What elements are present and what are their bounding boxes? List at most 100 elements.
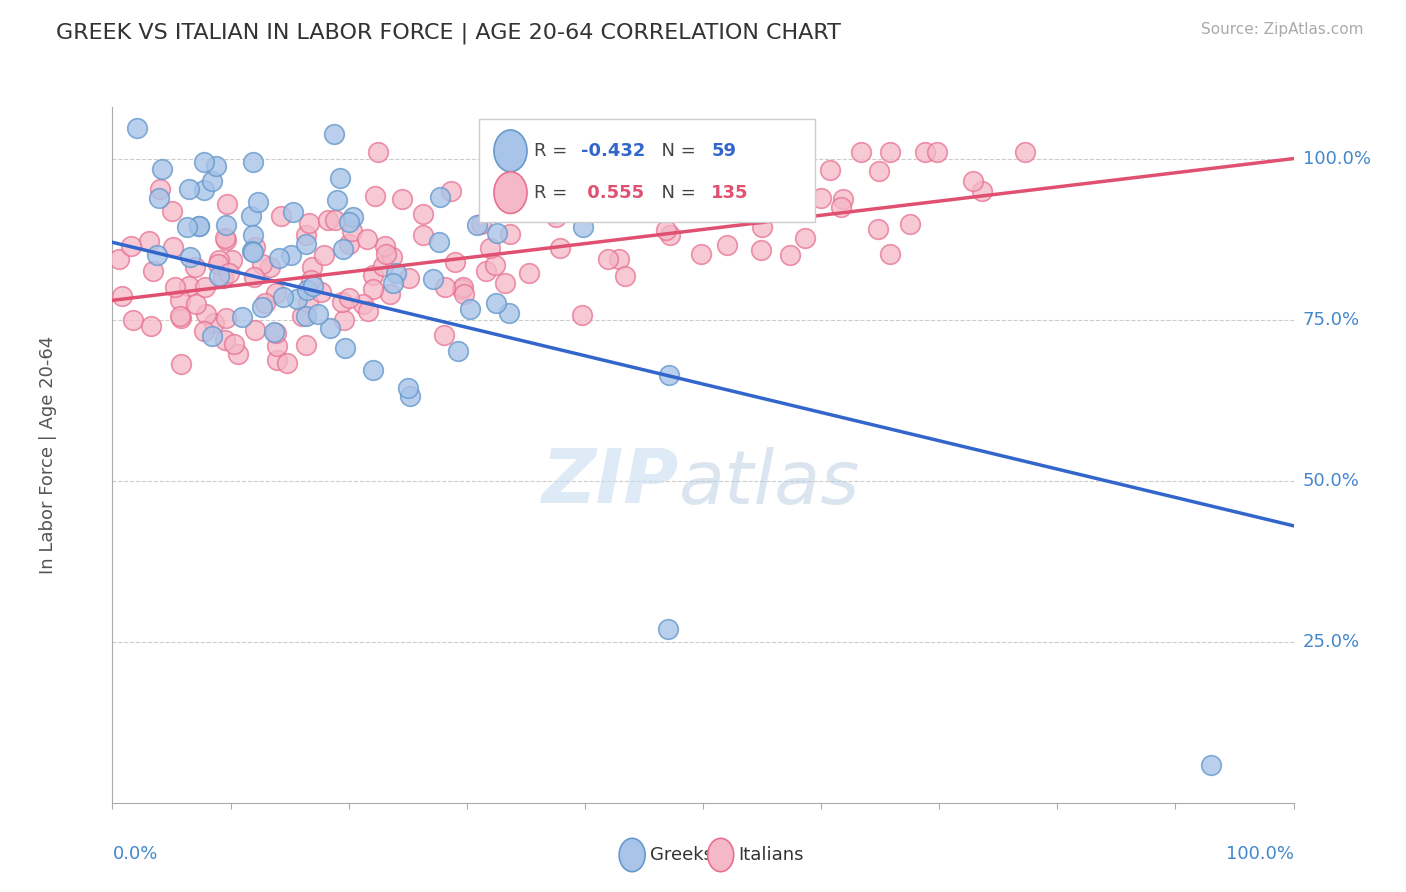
Point bbox=[194, 280, 217, 294]
Point bbox=[342, 210, 364, 224]
Point bbox=[142, 264, 165, 278]
Point bbox=[271, 290, 294, 304]
Point bbox=[433, 280, 456, 294]
Point bbox=[281, 205, 304, 219]
Text: Greeks: Greeks bbox=[650, 846, 713, 864]
Point bbox=[451, 280, 474, 294]
Point bbox=[356, 232, 378, 246]
Point bbox=[259, 260, 281, 274]
Point bbox=[322, 127, 344, 141]
Point bbox=[253, 296, 276, 310]
Point bbox=[215, 219, 238, 233]
Point bbox=[648, 199, 671, 213]
Point bbox=[716, 238, 738, 252]
Point bbox=[291, 309, 314, 323]
Point bbox=[751, 219, 773, 234]
Point bbox=[470, 217, 492, 231]
Point bbox=[252, 300, 274, 314]
Point bbox=[517, 267, 540, 281]
Point bbox=[247, 194, 270, 209]
Point bbox=[650, 194, 672, 209]
Point bbox=[187, 219, 209, 233]
Point bbox=[465, 218, 488, 232]
Point bbox=[193, 183, 215, 197]
Point bbox=[361, 282, 384, 296]
Point bbox=[184, 260, 207, 275]
Point bbox=[214, 231, 236, 245]
Point bbox=[654, 223, 676, 237]
Point bbox=[866, 222, 889, 236]
Point bbox=[267, 252, 290, 266]
Point bbox=[242, 228, 264, 243]
Point bbox=[120, 239, 142, 253]
Point bbox=[162, 240, 184, 254]
Point bbox=[675, 145, 697, 160]
FancyBboxPatch shape bbox=[478, 119, 815, 222]
Point bbox=[794, 231, 817, 245]
Point bbox=[188, 219, 211, 233]
Point bbox=[214, 234, 236, 248]
Text: 100.0%: 100.0% bbox=[1226, 845, 1294, 863]
Point bbox=[613, 268, 636, 283]
Point bbox=[440, 184, 463, 198]
Point bbox=[301, 260, 323, 274]
Point bbox=[264, 286, 287, 301]
Point bbox=[541, 206, 564, 220]
Point bbox=[571, 308, 593, 322]
Point bbox=[396, 381, 419, 395]
Point bbox=[572, 220, 595, 235]
Point bbox=[170, 311, 193, 326]
Point bbox=[297, 284, 319, 298]
Point bbox=[849, 145, 872, 160]
Text: 135: 135 bbox=[711, 184, 749, 202]
Point bbox=[250, 257, 273, 271]
Point bbox=[749, 207, 772, 221]
Point bbox=[295, 237, 318, 252]
Point bbox=[374, 239, 396, 253]
Text: Italians: Italians bbox=[738, 846, 804, 864]
Point bbox=[820, 163, 842, 178]
Point bbox=[170, 357, 193, 371]
Point bbox=[879, 246, 901, 260]
Text: 75.0%: 75.0% bbox=[1303, 310, 1360, 328]
Point bbox=[494, 276, 516, 290]
Point bbox=[214, 333, 236, 347]
Point bbox=[221, 252, 243, 267]
Point bbox=[661, 148, 683, 162]
Point bbox=[266, 339, 288, 353]
Point bbox=[398, 271, 420, 285]
Point bbox=[914, 145, 936, 160]
Point bbox=[451, 282, 474, 296]
Point bbox=[422, 272, 444, 286]
Point bbox=[499, 227, 522, 242]
Point bbox=[149, 182, 172, 196]
Point bbox=[169, 309, 191, 323]
Point bbox=[433, 327, 456, 342]
Point bbox=[749, 243, 772, 257]
Point bbox=[1014, 145, 1036, 160]
Point bbox=[962, 173, 984, 187]
Point bbox=[242, 245, 264, 260]
Point bbox=[443, 255, 465, 269]
Text: GREEK VS ITALIAN IN LABOR FORCE | AGE 20-64 CORRELATION CHART: GREEK VS ITALIAN IN LABOR FORCE | AGE 20… bbox=[56, 22, 841, 44]
Point bbox=[385, 267, 408, 281]
Point bbox=[309, 285, 332, 299]
Point bbox=[146, 248, 169, 262]
Point bbox=[139, 319, 162, 334]
Point bbox=[218, 266, 240, 280]
Point bbox=[412, 207, 434, 221]
Point bbox=[485, 296, 508, 310]
Point bbox=[427, 235, 450, 249]
Point bbox=[332, 243, 354, 257]
Point bbox=[276, 356, 298, 370]
Point bbox=[177, 182, 200, 196]
Point bbox=[200, 174, 222, 188]
Point bbox=[302, 279, 325, 293]
Point bbox=[205, 160, 228, 174]
Point bbox=[398, 389, 420, 403]
Point bbox=[714, 202, 737, 217]
Point bbox=[263, 325, 285, 339]
Point bbox=[453, 287, 475, 301]
Point bbox=[243, 269, 266, 284]
Text: 50.0%: 50.0% bbox=[1303, 472, 1360, 490]
